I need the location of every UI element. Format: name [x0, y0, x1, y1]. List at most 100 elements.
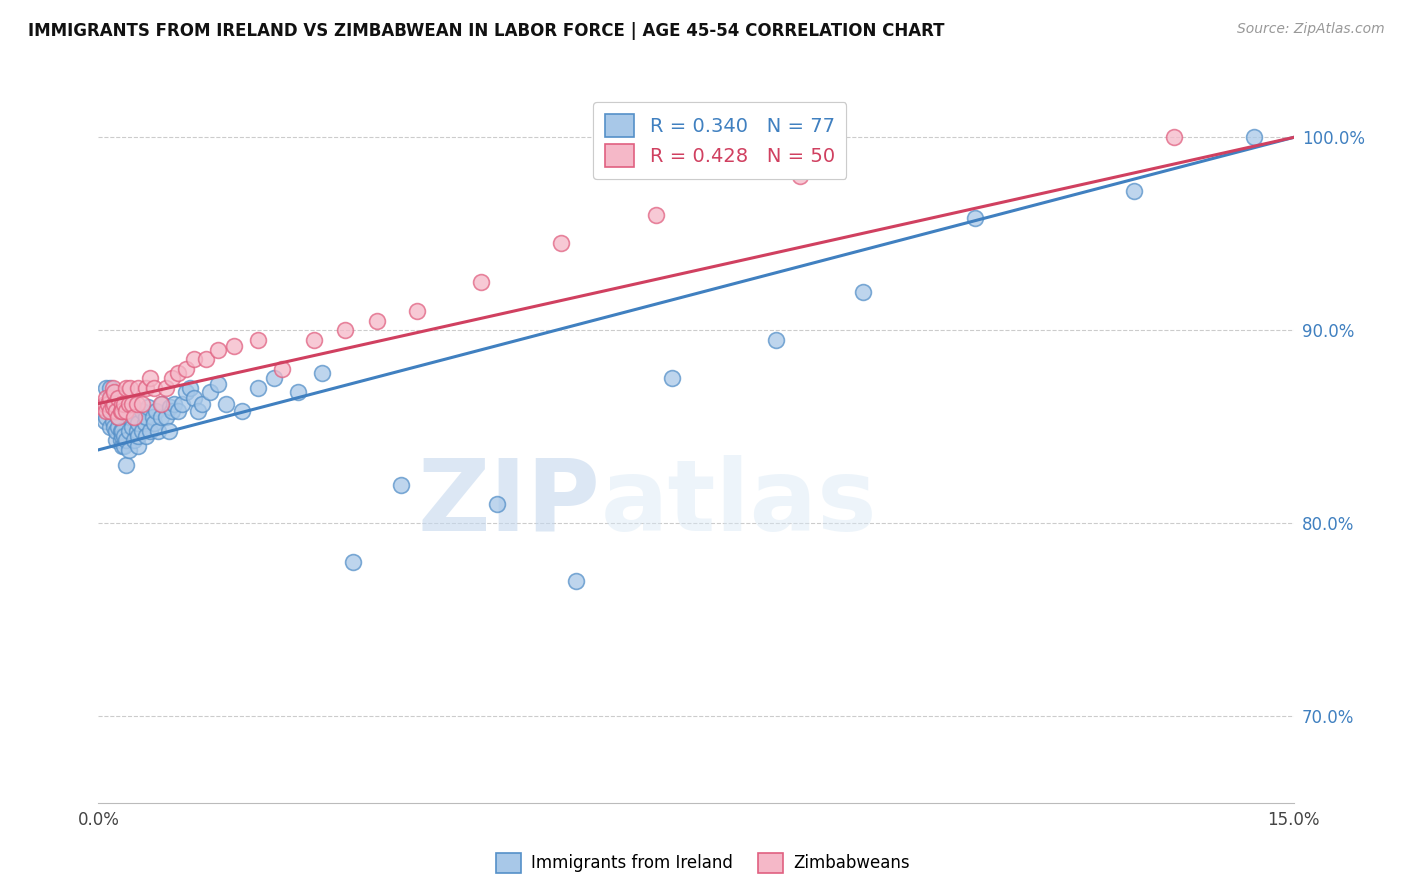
- Point: [167, 366, 190, 380]
- Point: [100, 381, 122, 395]
- Point: [302, 333, 325, 347]
- Point: [103, 404, 125, 418]
- Point: [470, 275, 492, 289]
- Point: [160, 404, 183, 418]
- Point: [107, 419, 129, 434]
- Point: [160, 371, 183, 385]
- Point: [103, 396, 125, 410]
- Point: [148, 424, 170, 438]
- Point: [270, 362, 292, 376]
- Point: [135, 410, 157, 425]
- Point: [1123, 185, 1146, 199]
- Point: [143, 416, 166, 430]
- Point: [127, 439, 149, 453]
- Point: [101, 414, 124, 428]
- Point: [100, 391, 122, 405]
- Point: [565, 574, 588, 588]
- Point: [107, 410, 129, 425]
- Point: [135, 381, 157, 395]
- Point: [111, 404, 134, 418]
- Point: [406, 304, 429, 318]
- Point: [112, 439, 135, 453]
- Point: [97, 396, 120, 410]
- Point: [125, 396, 148, 410]
- Point: [183, 391, 205, 405]
- Point: [131, 424, 153, 438]
- Text: Source: ZipAtlas.com: Source: ZipAtlas.com: [1237, 22, 1385, 37]
- Point: [135, 429, 157, 443]
- Point: [111, 396, 134, 410]
- Point: [134, 416, 156, 430]
- Point: [139, 371, 162, 385]
- Point: [155, 410, 177, 425]
- Point: [263, 371, 285, 385]
- Point: [96, 391, 118, 405]
- Point: [645, 208, 668, 222]
- Point: [246, 333, 269, 347]
- Point: [231, 404, 253, 418]
- Point: [163, 396, 186, 410]
- Point: [195, 352, 218, 367]
- Point: [100, 419, 122, 434]
- Point: [191, 396, 214, 410]
- Point: [246, 381, 269, 395]
- Point: [311, 366, 333, 380]
- Point: [127, 429, 149, 443]
- Point: [131, 404, 153, 418]
- Point: [115, 381, 138, 395]
- Point: [111, 429, 134, 443]
- Point: [852, 285, 875, 299]
- Point: [179, 381, 201, 395]
- Point: [107, 410, 129, 425]
- Legend: Immigrants from Ireland, Zimbabweans: Immigrants from Ireland, Zimbabweans: [489, 847, 917, 880]
- Point: [174, 362, 197, 376]
- Point: [118, 424, 141, 438]
- Point: [94, 396, 117, 410]
- Point: [104, 404, 127, 418]
- Point: [661, 371, 683, 385]
- Point: [342, 555, 364, 569]
- Point: [103, 384, 125, 399]
- Point: [172, 396, 194, 410]
- Legend: R = 0.340   N = 77, R = 0.428   N = 50: R = 0.340 N = 77, R = 0.428 N = 50: [593, 103, 846, 178]
- Point: [115, 458, 138, 473]
- Point: [222, 339, 245, 353]
- Point: [765, 333, 787, 347]
- Point: [118, 442, 141, 457]
- Point: [115, 434, 138, 448]
- Point: [111, 439, 134, 453]
- Point: [111, 424, 134, 438]
- Point: [112, 429, 135, 443]
- Point: [157, 424, 180, 438]
- Point: [118, 396, 141, 410]
- Point: [124, 410, 146, 425]
- Point: [963, 211, 986, 226]
- Point: [96, 404, 118, 418]
- Point: [103, 396, 125, 410]
- Point: [145, 404, 167, 418]
- Point: [389, 477, 412, 491]
- Point: [124, 434, 146, 448]
- Point: [110, 424, 132, 438]
- Point: [112, 396, 135, 410]
- Point: [107, 391, 129, 405]
- Point: [198, 384, 221, 399]
- Point: [110, 404, 132, 418]
- Point: [121, 396, 143, 410]
- Point: [149, 410, 172, 425]
- Point: [120, 410, 142, 425]
- Point: [207, 377, 229, 392]
- Point: [215, 396, 238, 410]
- Point: [120, 381, 142, 395]
- Point: [1243, 130, 1265, 145]
- Text: ZIP: ZIP: [418, 455, 600, 551]
- Point: [287, 384, 309, 399]
- Point: [366, 313, 388, 327]
- Point: [127, 381, 149, 395]
- Point: [149, 396, 172, 410]
- Point: [125, 424, 148, 438]
- Point: [167, 404, 190, 418]
- Point: [150, 396, 173, 410]
- Point: [789, 169, 811, 183]
- Point: [174, 384, 197, 399]
